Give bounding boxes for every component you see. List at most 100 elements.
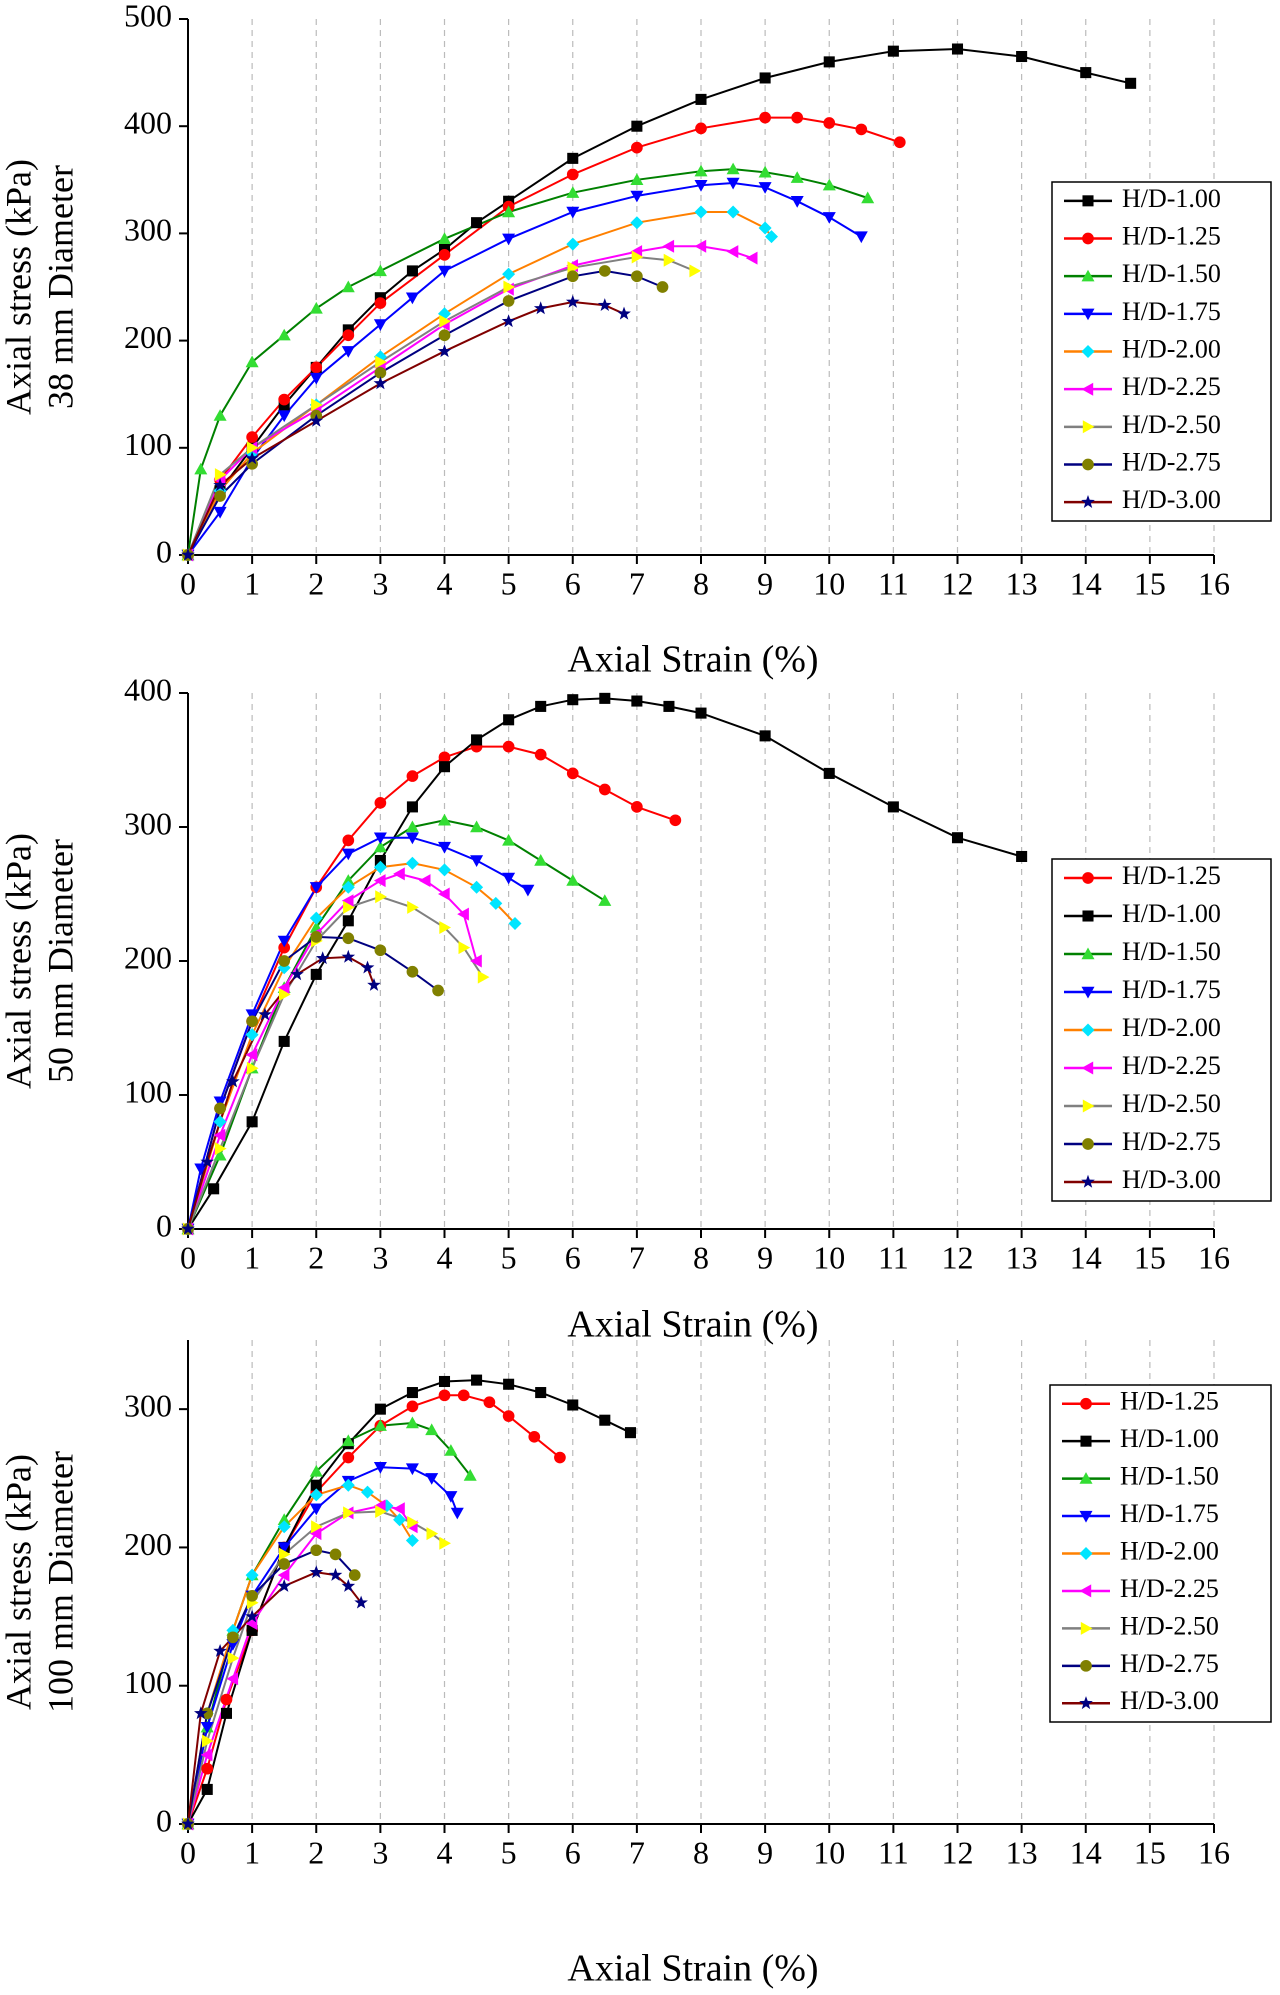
marker: [521, 884, 535, 897]
series-line: [187, 116, 901, 556]
marker: [438, 265, 451, 278]
x-tick-label: 9: [757, 1834, 773, 1870]
marker: [245, 355, 259, 368]
series-line: [187, 181, 862, 556]
marker: [329, 1548, 342, 1561]
marker: [822, 212, 836, 224]
marker: [425, 1423, 439, 1436]
marker: [373, 860, 387, 874]
legend-marker: [1082, 1099, 1095, 1113]
marker: [393, 1502, 405, 1516]
marker: [406, 1387, 418, 1399]
marker: [309, 1565, 324, 1579]
y-tick-label: 300: [124, 212, 172, 248]
marker: [311, 1520, 323, 1534]
marker: [823, 767, 835, 779]
marker: [341, 1434, 355, 1447]
y-axis-title: 100 mm Diameter: [40, 1451, 80, 1713]
series-line: [187, 269, 663, 556]
marker: [438, 1389, 451, 1402]
legend-label: H/D-2.75: [1122, 447, 1221, 476]
legend-marker: [1081, 269, 1095, 282]
y-tick-label: 200: [124, 319, 172, 355]
marker: [310, 931, 323, 943]
marker: [309, 1527, 322, 1541]
marker: [341, 1478, 355, 1492]
marker: [277, 1542, 291, 1554]
marker: [758, 182, 772, 194]
marker: [457, 1389, 470, 1402]
x-tick-label: 14: [1070, 1834, 1102, 1870]
marker: [246, 1589, 258, 1602]
marker: [277, 1579, 291, 1592]
legend-label: H/D-1.50: [1120, 1462, 1219, 1491]
marker: [227, 1651, 240, 1665]
legend-label: H/D-2.25: [1122, 1051, 1221, 1080]
x-tick-label: 9: [757, 565, 773, 601]
marker: [463, 1469, 477, 1481]
marker: [444, 1444, 458, 1456]
marker: [598, 783, 611, 796]
x-tick-label: 8: [693, 565, 709, 601]
marker: [194, 1706, 208, 1720]
marker: [726, 205, 740, 219]
legend-marker: [1079, 1472, 1093, 1484]
marker: [246, 431, 258, 443]
marker: [758, 221, 772, 235]
legend-label: H/D-1.50: [1122, 259, 1221, 288]
marker: [489, 896, 503, 910]
y-tick-label: 500: [124, 0, 172, 33]
marker: [367, 978, 381, 991]
marker: [694, 239, 707, 253]
y-axis-title: 38 mm Diameter: [40, 165, 80, 409]
marker: [374, 366, 387, 379]
marker: [823, 117, 836, 129]
legend-marker: [1081, 947, 1095, 960]
marker: [341, 874, 355, 886]
marker: [202, 1734, 214, 1748]
legend-label: H/D-3.00: [1122, 485, 1221, 514]
legend-label: H/D-2.00: [1120, 1536, 1219, 1565]
marker: [342, 329, 355, 342]
marker: [567, 694, 579, 706]
legend-marker: [1082, 1138, 1094, 1150]
y-axis-title: Axial stress (kPa): [0, 833, 38, 1089]
marker: [624, 1427, 636, 1439]
marker: [278, 1558, 291, 1570]
marker: [631, 141, 643, 154]
marker: [438, 887, 450, 901]
marker: [438, 841, 451, 854]
marker: [374, 297, 387, 309]
marker: [277, 1520, 291, 1534]
legend-marker: [1082, 232, 1094, 245]
legend-marker: [1080, 1397, 1092, 1410]
legend-marker: [1082, 910, 1094, 922]
marker: [246, 1061, 259, 1075]
marker: [343, 900, 355, 914]
marker: [483, 1396, 496, 1409]
legend-label: H/D-2.25: [1122, 372, 1221, 401]
marker: [695, 707, 707, 719]
x-tick-label: 6: [565, 565, 581, 601]
legend-label: H/D-2.50: [1120, 1611, 1219, 1640]
y-tick-label: 200: [124, 1526, 172, 1562]
legend-label: H/D-2.25: [1120, 1574, 1219, 1603]
marker: [342, 932, 355, 945]
marker: [311, 398, 323, 412]
marker: [309, 413, 324, 427]
marker: [501, 314, 516, 328]
marker: [405, 1463, 419, 1476]
marker: [374, 944, 387, 957]
marker: [406, 265, 418, 277]
marker: [861, 191, 875, 204]
marker: [567, 1399, 579, 1411]
x-axis-title: Axial Strain (%): [567, 1948, 818, 1990]
marker: [438, 813, 451, 826]
x-tick-label: 13: [1006, 565, 1038, 601]
legend-marker: [1080, 1659, 1092, 1672]
marker: [310, 1544, 323, 1557]
marker: [528, 1430, 541, 1443]
marker: [631, 270, 643, 283]
marker: [375, 1505, 387, 1518]
marker: [214, 1142, 227, 1156]
